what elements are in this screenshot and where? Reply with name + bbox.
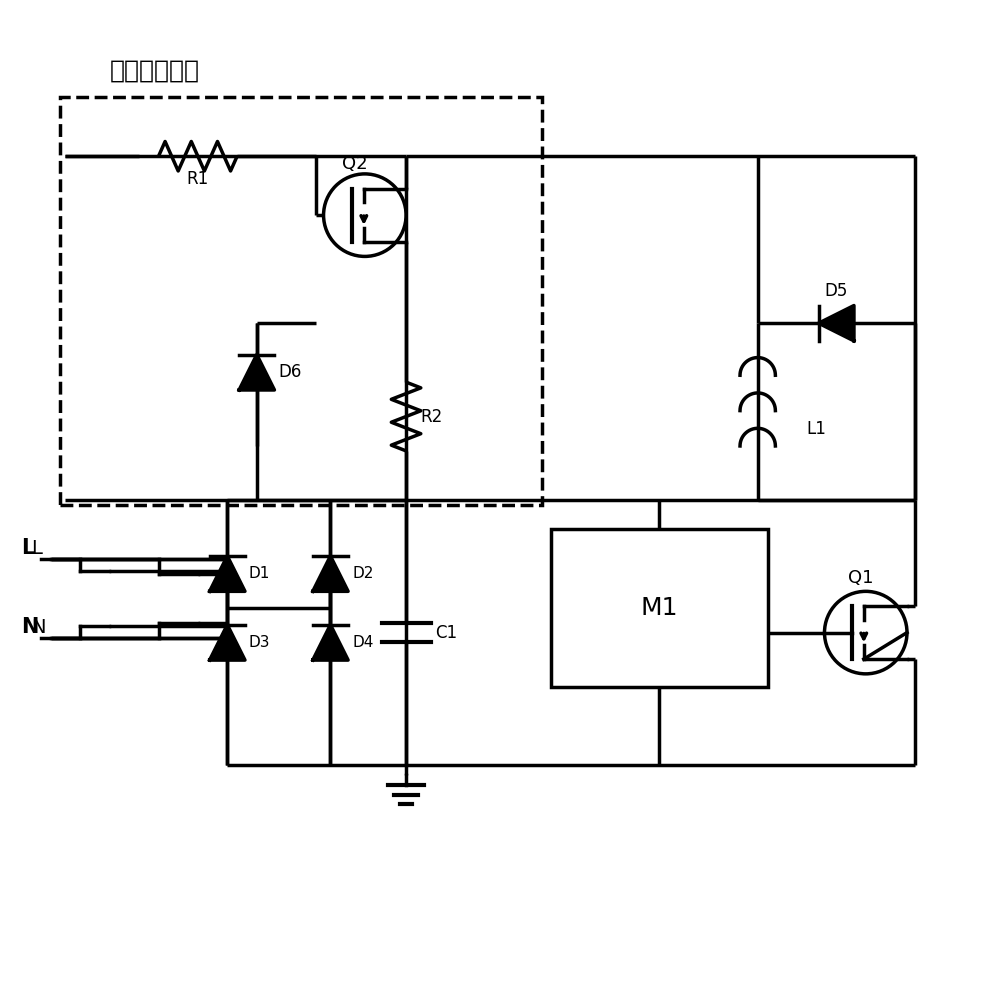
Text: D1: D1 [249, 566, 270, 581]
Polygon shape [210, 625, 245, 660]
Text: L: L [31, 539, 41, 558]
Text: L: L [21, 538, 34, 558]
Text: N: N [31, 618, 45, 637]
Text: D3: D3 [249, 635, 271, 650]
Text: C1: C1 [435, 624, 458, 642]
Text: D6: D6 [279, 363, 301, 381]
Text: N: N [21, 617, 38, 637]
Text: M1: M1 [640, 596, 679, 620]
Text: D5: D5 [824, 282, 848, 300]
Text: L1: L1 [807, 420, 826, 438]
Text: D2: D2 [352, 566, 373, 581]
Polygon shape [239, 355, 275, 390]
Text: 监视模块电路: 监视模块电路 [109, 59, 199, 83]
Text: Q1: Q1 [848, 569, 874, 587]
Polygon shape [819, 306, 854, 341]
Text: Q2: Q2 [342, 155, 367, 173]
Text: R2: R2 [421, 408, 443, 426]
Text: D4: D4 [352, 635, 373, 650]
Text: R1: R1 [187, 170, 209, 188]
Bar [552, 529, 767, 687]
Polygon shape [210, 556, 245, 591]
Polygon shape [313, 625, 348, 660]
Polygon shape [313, 556, 348, 591]
